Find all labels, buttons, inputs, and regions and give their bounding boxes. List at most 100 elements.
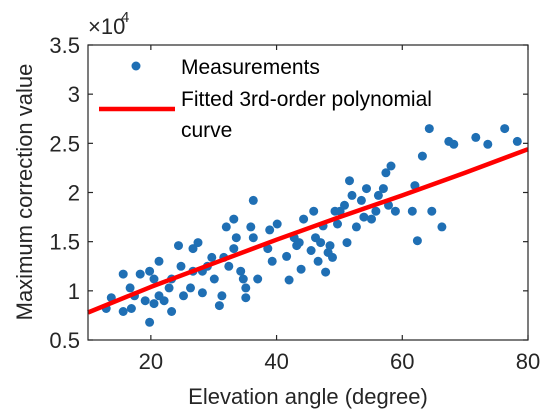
y-tick-label: 1 [68, 279, 80, 304]
data-point [145, 317, 155, 327]
data-point [424, 124, 434, 134]
legend-label-fit-line2: curve [181, 119, 232, 142]
data-point [265, 225, 275, 235]
data-point [118, 307, 128, 316]
data-point [390, 206, 400, 216]
data-point [126, 304, 136, 313]
data-point [367, 214, 376, 224]
y-axis-label: Maximum correction value [12, 64, 37, 321]
data-point [149, 299, 159, 309]
y-tick-label: 1.5 [49, 230, 80, 255]
y-tick-label: 3 [68, 82, 80, 107]
y-tick-label: 2.5 [49, 131, 80, 156]
data-point [253, 274, 263, 284]
data-point [284, 275, 294, 285]
data-point [188, 244, 198, 254]
data-point [154, 256, 164, 266]
y-axis-exponent: ×10 4 [88, 9, 129, 39]
data-point [149, 274, 159, 284]
data-point [325, 241, 335, 251]
data-point [217, 291, 227, 301]
data-point [164, 283, 174, 293]
data-point [386, 161, 396, 171]
data-point [316, 238, 326, 248]
x-tick-label: 80 [516, 349, 540, 374]
data-point [359, 212, 369, 222]
data-point [328, 252, 337, 262]
data-point [214, 301, 224, 311]
data-point [125, 283, 135, 293]
data-point [272, 219, 282, 229]
data-point [176, 261, 186, 271]
legend-marker-measurements [131, 61, 141, 71]
data-point [296, 264, 306, 274]
data-point [248, 233, 258, 243]
plot-area [88, 45, 528, 340]
data-point [224, 261, 234, 271]
legend-label-fit-line1: Fitted 3rd-order polynomial [181, 88, 432, 111]
legend: Measurements Fitted 3rd-order polynomial… [99, 56, 432, 142]
data-point [221, 222, 231, 232]
data-point [229, 214, 239, 224]
data-point [483, 139, 493, 149]
data-point [193, 238, 203, 248]
data-point [241, 283, 251, 293]
data-point [347, 190, 357, 200]
data-point [412, 236, 422, 246]
data-point [186, 283, 195, 293]
x-axis-label: Elevation angle (degree) [188, 384, 428, 409]
data-point [263, 244, 273, 254]
fit-line-layer [87, 147, 529, 315]
x-tick-label: 60 [390, 349, 414, 374]
data-point [248, 195, 258, 205]
data-point [197, 288, 207, 298]
data-point [231, 233, 241, 243]
data-point [512, 136, 522, 146]
data-point [167, 307, 177, 316]
data-point [356, 195, 366, 205]
x-tick-label: 20 [139, 349, 163, 374]
data-point [345, 176, 354, 186]
y-axis-ticks: 0.5 1 1.5 2 2.5 3 3.5 [49, 33, 528, 353]
data-point [179, 291, 188, 301]
scatter-points [101, 124, 522, 327]
data-point [299, 214, 309, 224]
x-axis-ticks: 20 40 60 80 [139, 45, 540, 374]
data-point [282, 251, 292, 261]
data-point [294, 238, 304, 248]
data-point [417, 151, 427, 161]
data-point [238, 274, 248, 284]
data-point [373, 190, 383, 200]
data-point [371, 206, 381, 216]
data-point [362, 184, 371, 194]
data-point [306, 246, 316, 255]
data-point [471, 132, 481, 142]
data-point [427, 206, 437, 216]
data-point [246, 222, 256, 232]
data-point [381, 168, 391, 178]
data-point [321, 267, 331, 277]
y-tick-label: 3.5 [49, 33, 80, 58]
data-point [145, 266, 155, 276]
data-point [342, 238, 352, 248]
y-tick-label: 2 [68, 181, 80, 206]
data-point [340, 200, 349, 210]
data-point [449, 139, 459, 149]
data-point [267, 256, 277, 266]
data-point [236, 266, 246, 276]
data-point [313, 256, 323, 266]
data-point [229, 244, 239, 254]
y-tick-label: 0.5 [49, 328, 80, 353]
data-point [207, 252, 217, 262]
exponent-base: ×10 [88, 14, 125, 39]
data-point [407, 206, 417, 216]
data-point [140, 296, 150, 306]
data-point [241, 293, 251, 303]
data-point [174, 241, 183, 251]
data-point [500, 124, 510, 134]
fit-line [87, 147, 529, 315]
data-point [209, 274, 219, 284]
data-point [351, 222, 361, 232]
data-point [135, 269, 145, 279]
